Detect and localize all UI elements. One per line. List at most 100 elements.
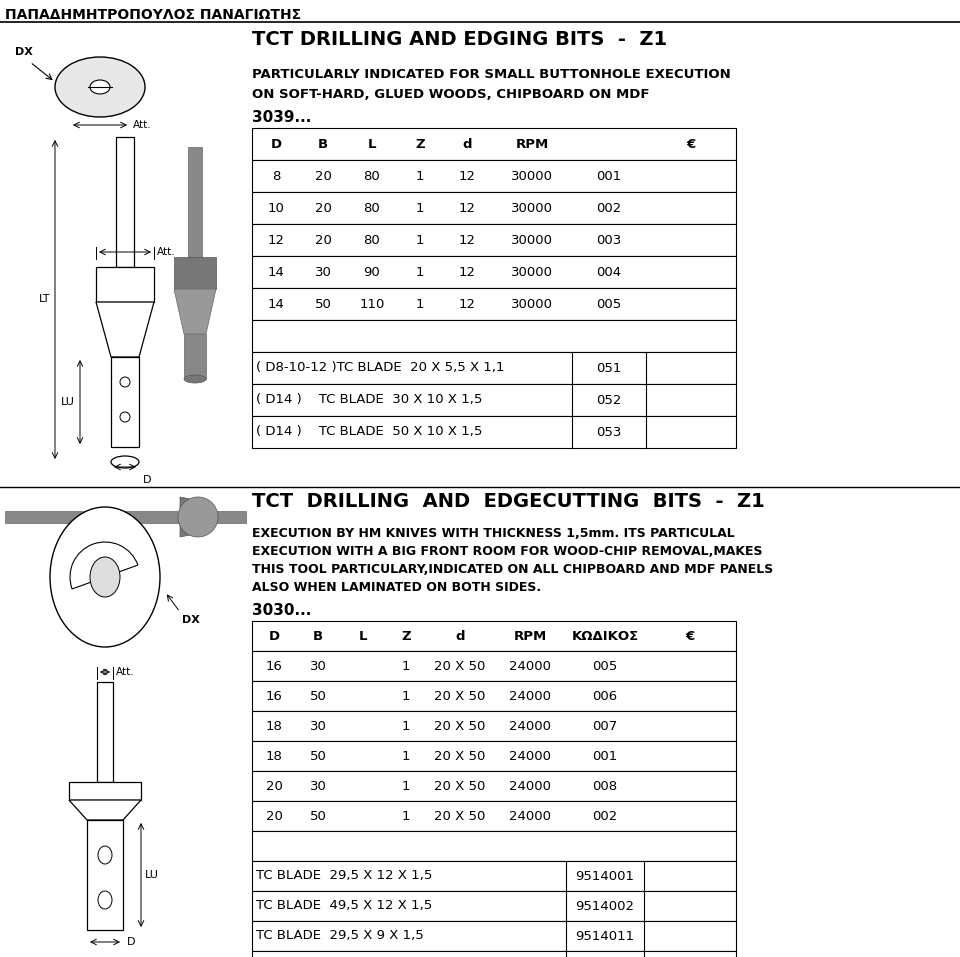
- Text: RPM: RPM: [514, 630, 546, 642]
- Text: 1: 1: [416, 298, 424, 310]
- Bar: [96, 267, 154, 302]
- Text: D: D: [271, 138, 281, 150]
- Bar: [252, 801, 736, 831]
- Text: 24000: 24000: [509, 810, 551, 822]
- Text: 9514011: 9514011: [575, 929, 635, 943]
- Text: 001: 001: [592, 749, 617, 763]
- Bar: [252, 951, 736, 957]
- Text: 80: 80: [364, 202, 380, 214]
- Text: LT: LT: [38, 295, 50, 304]
- Text: 50: 50: [309, 810, 326, 822]
- Text: 12: 12: [459, 298, 475, 310]
- Bar: [5, 511, 180, 523]
- Text: EXECUTION BY HM KNIVES WITH THICKNESS 1,5mm. ITS PARTICULAL: EXECUTION BY HM KNIVES WITH THICKNESS 1,…: [252, 527, 734, 540]
- Circle shape: [120, 412, 130, 422]
- Text: 8: 8: [272, 169, 280, 183]
- Text: 110: 110: [359, 298, 385, 310]
- Bar: [111, 357, 139, 447]
- Text: 3039...: 3039...: [252, 110, 311, 125]
- Text: 002: 002: [592, 810, 617, 822]
- Text: ON SOFT-HARD, GLUED WOODS, CHIPBOARD ON MDF: ON SOFT-HARD, GLUED WOODS, CHIPBOARD ON …: [252, 88, 650, 101]
- Text: 30000: 30000: [511, 202, 553, 214]
- Bar: [252, 224, 736, 256]
- Text: 20: 20: [315, 234, 331, 247]
- Text: 18: 18: [266, 720, 282, 732]
- Bar: [252, 256, 736, 288]
- Text: 004: 004: [596, 265, 621, 278]
- Text: 1: 1: [416, 265, 424, 278]
- Text: 007: 007: [592, 720, 617, 732]
- Text: B: B: [313, 630, 324, 642]
- Polygon shape: [69, 800, 141, 820]
- Text: 30: 30: [309, 720, 326, 732]
- Text: d: d: [463, 138, 471, 150]
- Text: THIS TOOL PARTICULARY,INDICATED ON ALL CHIPBOARD AND MDF PANELS: THIS TOOL PARTICULARY,INDICATED ON ALL C…: [252, 563, 773, 576]
- Text: 1: 1: [401, 689, 410, 702]
- Text: 18: 18: [266, 749, 282, 763]
- Text: 90: 90: [364, 265, 380, 278]
- Text: TCT DRILLING AND EDGING BITS  -  Z1: TCT DRILLING AND EDGING BITS - Z1: [252, 30, 667, 49]
- Text: 1: 1: [416, 202, 424, 214]
- Text: 12: 12: [459, 234, 475, 247]
- Text: 20 X 50: 20 X 50: [434, 810, 486, 822]
- Polygon shape: [180, 497, 210, 537]
- Text: 12: 12: [268, 234, 284, 247]
- Text: PARTICULARLY INDICATED FOR SMALL BUTTONHOLE EXECUTION: PARTICULARLY INDICATED FOR SMALL BUTTONH…: [252, 68, 731, 81]
- Text: 30000: 30000: [511, 298, 553, 310]
- Text: 12: 12: [459, 202, 475, 214]
- Text: TC BLADE  49,5 X 12 X 1,5: TC BLADE 49,5 X 12 X 1,5: [256, 900, 432, 913]
- Circle shape: [178, 497, 218, 537]
- Text: 50: 50: [309, 749, 326, 763]
- Text: 80: 80: [364, 234, 380, 247]
- Circle shape: [120, 377, 130, 387]
- Text: 003: 003: [596, 234, 622, 247]
- Text: LU: LU: [61, 397, 75, 407]
- Text: 001: 001: [596, 169, 622, 183]
- Bar: [252, 771, 736, 801]
- Bar: [116, 137, 134, 267]
- Bar: [184, 334, 206, 379]
- Polygon shape: [96, 302, 154, 357]
- Text: 30: 30: [309, 780, 326, 792]
- Text: 20: 20: [315, 202, 331, 214]
- Text: 16: 16: [266, 659, 282, 673]
- Text: d: d: [455, 630, 465, 642]
- Text: LU: LU: [145, 870, 158, 880]
- Text: 20 X 50: 20 X 50: [434, 689, 486, 702]
- Text: 3030...: 3030...: [252, 603, 311, 618]
- Bar: [216, 511, 246, 523]
- Text: 30: 30: [315, 265, 331, 278]
- Bar: [69, 782, 141, 800]
- Text: 24000: 24000: [509, 749, 551, 763]
- Text: EXECUTION WITH A BIG FRONT ROOM FOR WOOD-CHIP REMOVAL,MAKES: EXECUTION WITH A BIG FRONT ROOM FOR WOOD…: [252, 545, 762, 558]
- Bar: [252, 921, 736, 951]
- Bar: [252, 831, 736, 861]
- Bar: [252, 681, 736, 711]
- Text: Att.: Att.: [157, 247, 176, 257]
- Text: TCT  DRILLING  AND  EDGECUTTING  BITS  -  Z1: TCT DRILLING AND EDGECUTTING BITS - Z1: [252, 492, 765, 511]
- Ellipse shape: [90, 557, 120, 597]
- Text: Z: Z: [401, 630, 411, 642]
- Text: TC BLADE  29,5 X 12 X 1,5: TC BLADE 29,5 X 12 X 1,5: [256, 870, 432, 882]
- Text: DX: DX: [182, 615, 200, 625]
- Text: 50: 50: [315, 298, 331, 310]
- Text: 30000: 30000: [511, 234, 553, 247]
- Text: 16: 16: [266, 689, 282, 702]
- Text: TC BLADE  29,5 X 9 X 1,5: TC BLADE 29,5 X 9 X 1,5: [256, 929, 423, 943]
- Text: 10: 10: [268, 202, 284, 214]
- Text: 1: 1: [401, 810, 410, 822]
- Text: 052: 052: [596, 393, 622, 407]
- Text: 9514002: 9514002: [575, 900, 635, 913]
- Text: 20 X 50: 20 X 50: [434, 749, 486, 763]
- Ellipse shape: [98, 846, 112, 864]
- Text: ( D8-10-12 )TC BLADE  20 X 5,5 X 1,1: ( D8-10-12 )TC BLADE 20 X 5,5 X 1,1: [256, 362, 505, 374]
- Ellipse shape: [55, 57, 145, 117]
- Text: 1: 1: [416, 169, 424, 183]
- Text: 053: 053: [596, 426, 622, 438]
- Bar: [252, 160, 736, 192]
- Text: ( D14 )    TC BLADE  30 X 10 X 1,5: ( D14 ) TC BLADE 30 X 10 X 1,5: [256, 393, 482, 407]
- Bar: [252, 320, 736, 352]
- Text: 14: 14: [268, 265, 284, 278]
- Wedge shape: [70, 542, 138, 589]
- Bar: [252, 416, 736, 448]
